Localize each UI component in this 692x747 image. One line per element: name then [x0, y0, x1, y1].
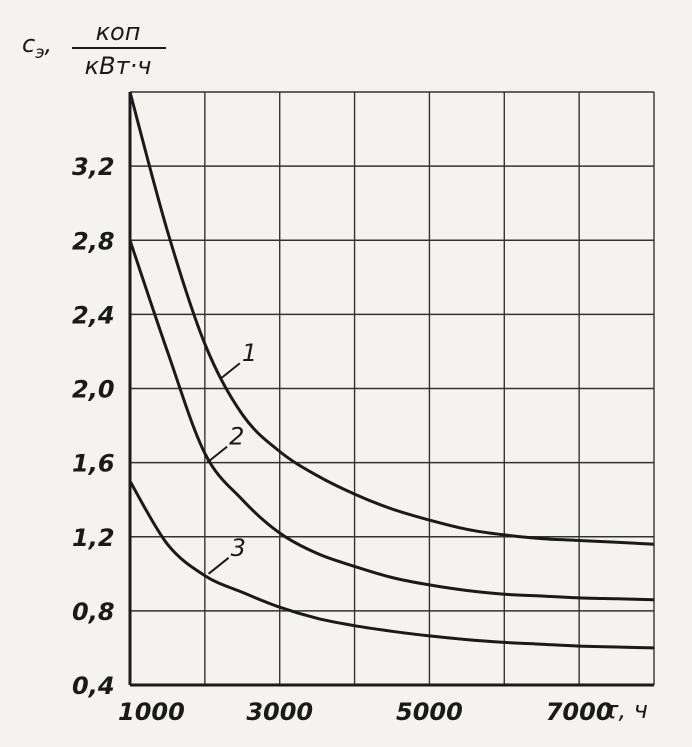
y-axis-unit-numerator: коп: [96, 18, 141, 46]
y-tick-label: 2,0: [72, 376, 115, 404]
x-tick-label: 1000: [118, 698, 185, 726]
curve-label-leader: [206, 445, 228, 464]
curve-label-1: 1: [242, 339, 257, 367]
y-tick-label: 1,6: [72, 450, 115, 478]
series-line-3: [128, 480, 655, 650]
axes: [128, 92, 654, 687]
curve-label-3: 3: [231, 534, 246, 562]
curve-label-leader: [207, 557, 230, 575]
y-tick-label: 2,4: [72, 301, 115, 329]
y-axis-subscript: э: [35, 43, 44, 63]
y-tick-label: 2,8: [72, 227, 115, 255]
series-group: [128, 91, 655, 650]
y-tick-labels: 0,4 0,8 1,2 1,6 2,0 2,4 2,8 3,2: [72, 153, 115, 700]
grid: [129, 91, 655, 686]
x-tick-label: 3000: [246, 698, 313, 726]
x-axis-title: τ, ч: [604, 696, 648, 724]
svg-text:cэ,: cэ,: [22, 30, 52, 63]
y-tick-label: 3,2: [72, 153, 115, 181]
series-line-1: [128, 91, 655, 546]
y-tick-label: 0,8: [72, 598, 115, 626]
x-tick-labels: 1000 3000 5000 7000: [118, 698, 613, 726]
curve-label-leader: [219, 362, 241, 381]
y-tick-label: 1,2: [72, 524, 115, 552]
y-axis-symbol: c: [22, 30, 35, 58]
x-tick-label: 5000: [396, 698, 463, 726]
y-axis-title: cэ, коп кВт·ч: [22, 18, 166, 80]
curve-labels: 1 2 3: [206, 339, 257, 575]
y-axis-unit-denominator: кВт·ч: [85, 52, 152, 80]
y-tick-label: 0,4: [72, 672, 115, 700]
series-line-2: [128, 239, 655, 602]
curve-label-2: 2: [229, 423, 244, 451]
x-tick-label: 7000: [546, 698, 613, 726]
